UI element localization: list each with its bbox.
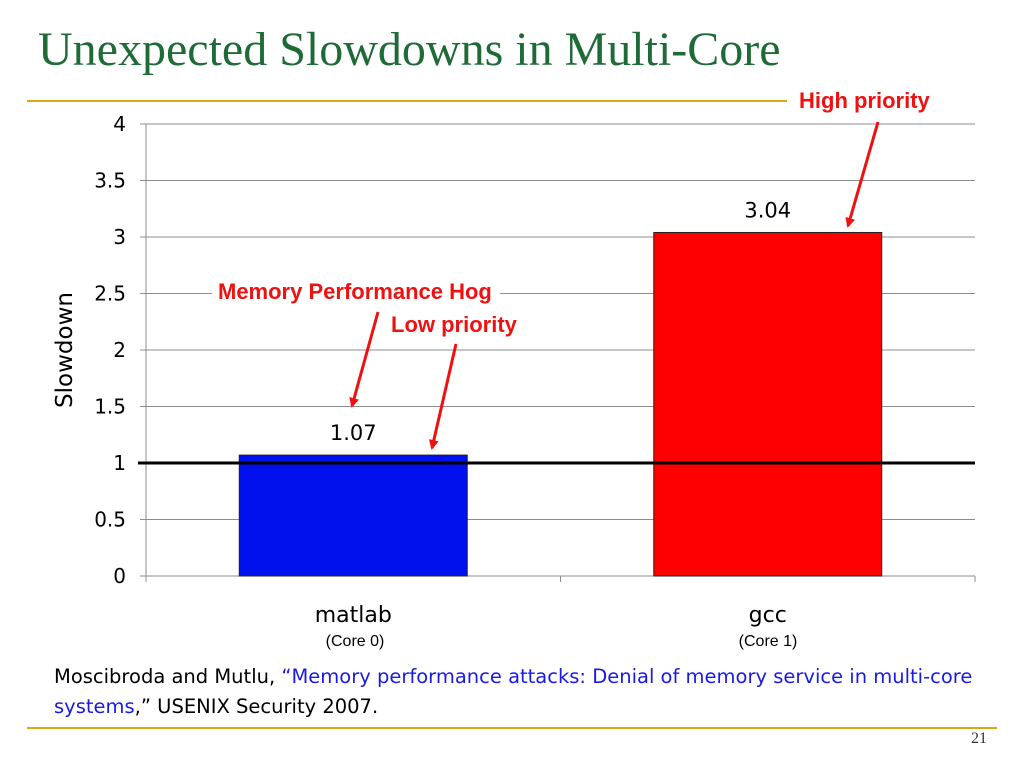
y-tick-label: 2 [113, 338, 126, 362]
citation-open-quote: “ [281, 665, 292, 688]
citation-close-quote: ,” [134, 695, 151, 718]
citation-title: Memory performance attacks: Denial of me… [54, 665, 973, 718]
y-tick-label: 3.5 [94, 169, 126, 193]
y-tick-label: 3 [113, 225, 126, 249]
title-divider [27, 100, 787, 102]
slowdown-bar-chart: 0 0.5 1 1.5 2 2.5 3 3.5 4 1.07 matlab 3.04 gcc Slowdo… [52, 112, 976, 628]
slide-number: 21 [971, 730, 987, 747]
y-tick-label: 2.5 [94, 282, 126, 306]
y-tick-label: 4 [113, 112, 126, 136]
y-axis-label: Slowdown [52, 292, 78, 408]
y-tick-label: 0.5 [94, 508, 126, 532]
y-tick-label: 0 [113, 564, 126, 588]
bar-matlab [238, 454, 468, 577]
core-0-label: (Core 0) [325, 633, 385, 650]
citation-authors: Moscibroda and Mutlu, [54, 665, 282, 688]
bar-gcc [653, 231, 883, 577]
citation: Moscibroda and Mutlu, “Memory performanc… [54, 662, 984, 722]
slide-title: Unexpected Slowdowns in Multi-Core [38, 23, 781, 76]
high-priority-callout: High priority [795, 88, 934, 114]
citation-venue: USENIX Security 2007. [150, 695, 379, 718]
data-label-matlab: 1.07 [330, 421, 377, 445]
category-label-matlab: matlab [315, 603, 392, 628]
low-priority-callout: Low priority [387, 312, 521, 338]
y-tick-label: 1.5 [94, 395, 126, 419]
y-tick-label: 1 [113, 451, 126, 475]
core-1-label: (Core 1) [738, 633, 798, 650]
data-label-gcc: 3.04 [744, 198, 791, 222]
memory-hog-callout: Memory Performance Hog [212, 279, 500, 305]
footer-divider [27, 727, 997, 729]
category-label-gcc: gcc [749, 603, 787, 628]
